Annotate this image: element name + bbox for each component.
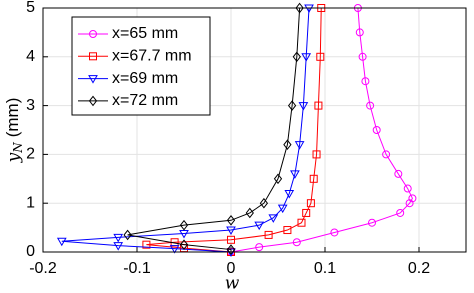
y-axis-label: yN (mm)	[3, 98, 24, 164]
data-point	[113, 233, 124, 243]
series-line	[230, 7, 413, 253]
data-point	[403, 184, 412, 193]
data-point	[113, 242, 124, 251]
y-tick-label: 2	[26, 146, 35, 163]
data-point	[226, 244, 236, 255]
data-point	[366, 101, 375, 110]
series-line	[127, 7, 301, 251]
data-point	[179, 219, 189, 231]
data-point	[297, 218, 306, 227]
data-point	[142, 240, 151, 249]
x-tick-label: 0.1	[314, 260, 336, 277]
data-point	[330, 228, 339, 237]
data-point	[273, 173, 283, 185]
data-point	[298, 102, 309, 111]
y-label-unit: (mm)	[3, 98, 22, 138]
x-axis-label: w	[225, 274, 240, 293]
legend: x=65 mm x=67.7 mm x=69 mm x=72 mm	[71, 16, 211, 116]
data-point	[245, 207, 254, 219]
data-point	[358, 52, 367, 61]
data-point	[361, 77, 370, 86]
data-point	[169, 245, 180, 254]
data-point	[368, 218, 376, 227]
data-point	[316, 52, 325, 61]
plot-frame	[42, 7, 467, 253]
data-point	[268, 214, 279, 223]
data-point	[264, 230, 273, 239]
data-point	[227, 235, 235, 244]
data-point	[259, 197, 269, 209]
y-tick-label: 4	[26, 48, 35, 65]
data-point	[254, 221, 265, 231]
legend-label: x=72 mm	[112, 92, 178, 109]
y-tick-label: 5	[26, 0, 35, 16]
data-point	[255, 243, 264, 252]
y-tick-label: 0	[26, 243, 35, 260]
data-point	[226, 226, 236, 236]
data-point	[123, 229, 132, 241]
data-point	[302, 208, 311, 217]
x-tick-label: 0.2	[408, 260, 430, 277]
x-tick-label: -0.2	[29, 260, 57, 277]
legend-marker	[89, 30, 97, 38]
legend-label: x=65 mm	[112, 25, 178, 42]
data-point	[309, 174, 318, 183]
data-point	[283, 139, 292, 150]
data-point	[396, 208, 405, 217]
y-tick-label: 3	[26, 97, 35, 114]
data-point	[292, 51, 301, 63]
legend-label: x=67.7 mm	[112, 48, 192, 65]
data-point	[283, 226, 292, 235]
data-point	[277, 204, 288, 214]
data-point	[312, 150, 321, 159]
data-point	[394, 169, 403, 178]
data-point	[294, 141, 305, 150]
data-point	[179, 239, 189, 250]
data-point	[226, 214, 236, 226]
series-line	[61, 7, 310, 253]
data-point	[372, 126, 381, 134]
data-point	[301, 53, 312, 62]
y-label-main: y	[4, 152, 24, 163]
y-label-sub: N	[11, 142, 25, 154]
legend-marker	[89, 52, 97, 61]
data-point	[306, 199, 315, 208]
legend-marker	[88, 75, 98, 84]
data-point	[284, 189, 295, 199]
x-tick-label: 0	[227, 260, 236, 277]
series-line	[146, 7, 322, 253]
data-point	[287, 100, 297, 111]
data-point	[295, 2, 304, 14]
data-point	[56, 237, 67, 247]
legend-marker	[88, 95, 98, 107]
data-point	[314, 101, 323, 110]
y-tick-label: 1	[26, 194, 35, 211]
data-point	[408, 194, 417, 203]
legend-label: x=69 mm	[112, 70, 178, 87]
data-point	[355, 28, 364, 37]
data-point	[292, 238, 301, 247]
data-point	[290, 170, 300, 179]
x-tick-label: -0.1	[123, 260, 151, 277]
data-point	[382, 150, 391, 159]
